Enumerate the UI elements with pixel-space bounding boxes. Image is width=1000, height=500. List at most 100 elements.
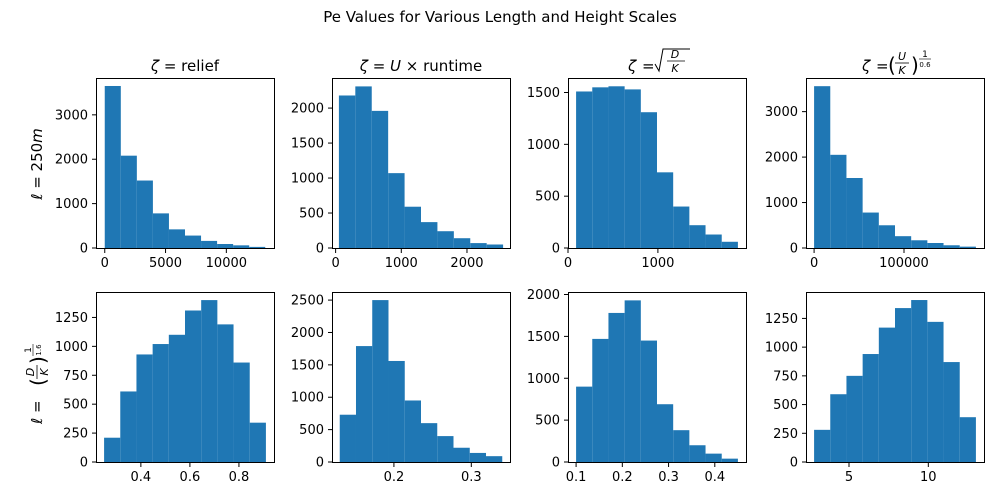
subplot-r1-c3: 5 10 0 250 500 750 1000 1250 xyxy=(765,293,985,486)
y-tick-label: 2000 xyxy=(291,326,324,341)
x-tick-label: 2000 xyxy=(450,256,483,271)
histogram-bar xyxy=(355,86,371,248)
histogram-bar xyxy=(846,178,862,248)
figure-suptitle: Pe Values for Various Length and Height … xyxy=(323,8,677,26)
subplot-r1-c0: 0.4 0.6 0.8 0 250 500 750 1000 1250 xyxy=(55,293,275,486)
svg-text:D: D xyxy=(24,368,37,376)
histogram-bar xyxy=(454,238,470,248)
histogram-bar xyxy=(153,344,169,462)
svg-text:ℓ = 250m: ℓ = 250m xyxy=(28,128,46,201)
x-tick-label: 0.3 xyxy=(461,470,482,485)
svg-text:0.6: 0.6 xyxy=(919,61,931,69)
histogram-bar xyxy=(608,86,624,248)
histogram-bar xyxy=(169,229,185,248)
x-tick-label: 0.4 xyxy=(131,470,152,485)
histogram-bar xyxy=(372,300,388,462)
subplot-title-relief: ζ = relief xyxy=(150,57,220,75)
histogram-bar xyxy=(592,339,608,462)
svg-text:(: ( xyxy=(888,53,896,77)
histogram-bar xyxy=(121,156,137,248)
x-tick-label: 0.8 xyxy=(229,470,250,485)
x-tick-label: 0 xyxy=(564,256,572,271)
x-tick-label: 0.6 xyxy=(180,470,201,485)
histogram-bar xyxy=(625,89,641,248)
histogram-bar xyxy=(169,335,185,462)
y-tick-label: 0 xyxy=(316,456,324,471)
y-tick-label: 1000 xyxy=(527,372,560,387)
histogram-bar xyxy=(105,86,121,248)
y-tick-label: 0 xyxy=(316,242,324,257)
svg-text:): ) xyxy=(26,356,50,364)
y-tick-label: 3000 xyxy=(765,105,798,120)
y-tick-label: 1500 xyxy=(527,86,560,101)
x-tick-label: 0 xyxy=(331,256,339,271)
x-tick-label: 0 xyxy=(101,256,109,271)
histogram-bar xyxy=(592,87,608,248)
y-tick-label: 1250 xyxy=(765,312,798,327)
histogram-bar xyxy=(960,417,976,462)
y-tick-label: 500 xyxy=(535,414,560,429)
y-tick-label: 1000 xyxy=(291,391,324,406)
histogram-bar xyxy=(927,322,943,462)
histogram-bar xyxy=(201,300,217,462)
histogram-bar xyxy=(927,243,943,248)
subplot-title-runtime: ζ = U × runtime xyxy=(359,57,482,75)
histogram-bar xyxy=(217,324,233,462)
y-tick-label: 750 xyxy=(773,369,798,384)
svg-text:ζ: ζ xyxy=(627,57,637,75)
histogram-bar xyxy=(706,235,722,248)
histogram-bar xyxy=(863,354,879,462)
histogram-bar xyxy=(421,423,437,462)
row-label-250m: ℓ = 250m xyxy=(28,128,46,201)
histogram-bar xyxy=(830,394,846,462)
svg-text:K: K xyxy=(898,64,906,77)
histogram-bar xyxy=(437,231,453,248)
histogram-bar xyxy=(437,436,453,462)
svg-text:ℓ =: ℓ = xyxy=(28,400,46,425)
histogram-bar xyxy=(486,456,502,462)
histogram-bar xyxy=(722,242,738,248)
y-tick-label: 750 xyxy=(63,369,88,384)
histogram-bar xyxy=(234,363,250,462)
histogram-bar xyxy=(830,155,846,248)
histogram-bar xyxy=(814,430,830,462)
y-tick-label: 500 xyxy=(773,398,798,413)
y-tick-label: 0 xyxy=(80,456,88,471)
histogram-bar xyxy=(722,459,738,462)
histogram-bar xyxy=(340,415,356,462)
histogram-bar xyxy=(136,354,152,462)
row-label-d-over-k-power: ℓ = ( D K ) 1 1.6 xyxy=(24,344,51,425)
histogram-bar xyxy=(470,243,486,248)
histogram-bar xyxy=(944,362,960,462)
svg-text:(: ( xyxy=(26,378,50,386)
svg-text:K: K xyxy=(671,62,679,75)
histogram-bar xyxy=(153,213,169,248)
histogram-bar xyxy=(356,346,372,462)
subplot-r0-c0: 0 5000 10000 0 1000 2000 3000 xyxy=(55,79,275,272)
svg-text:1: 1 xyxy=(24,347,34,353)
subplot-r0-c3: 0 100000 0 1000 2000 3000 xyxy=(765,79,985,272)
svg-text:K: K xyxy=(38,368,51,376)
x-tick-label: 0.4 xyxy=(704,470,725,485)
y-tick-label: 1500 xyxy=(527,330,560,345)
y-tick-label: 500 xyxy=(63,398,88,413)
histogram-bar xyxy=(641,341,657,462)
x-tick-label: 5000 xyxy=(149,256,182,271)
x-tick-label: 0.2 xyxy=(384,470,405,485)
histogram-bar xyxy=(879,328,895,462)
histogram-bar xyxy=(689,225,705,248)
histogram-bar xyxy=(201,241,217,248)
histogram-bar xyxy=(895,308,911,462)
histogram-bar xyxy=(673,430,689,462)
x-tick-label: 0.1 xyxy=(566,470,587,485)
y-tick-label: 2000 xyxy=(765,151,798,166)
histogram-bar xyxy=(421,222,437,248)
x-tick-label: 10 xyxy=(920,470,937,485)
histogram-bar xyxy=(576,387,592,462)
histogram-bar xyxy=(960,247,976,248)
histogram-bar xyxy=(249,247,265,248)
y-tick-label: 1000 xyxy=(765,341,798,356)
histogram-bar xyxy=(657,172,673,248)
histogram-bar xyxy=(104,438,120,462)
histogram-bar xyxy=(863,213,879,248)
